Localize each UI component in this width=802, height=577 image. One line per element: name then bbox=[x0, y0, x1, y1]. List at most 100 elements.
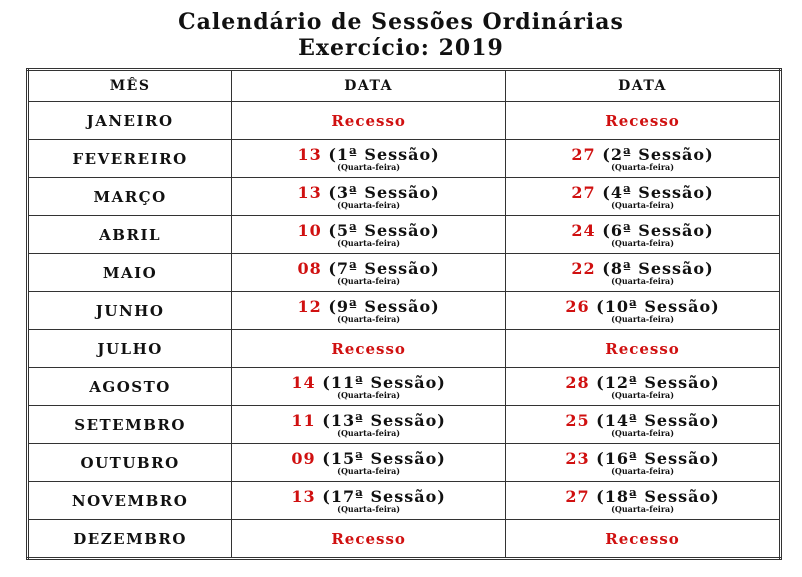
session-number: (11ª Sessão) bbox=[315, 372, 446, 392]
session-number: (12ª Sessão) bbox=[589, 372, 720, 392]
header-date-1: DATA bbox=[231, 69, 507, 102]
weekday-label: (Quarta-feira) bbox=[337, 389, 401, 400]
session-number: (1ª Sessão) bbox=[321, 144, 440, 164]
session-day: 22 bbox=[571, 258, 596, 278]
recess-label: Recesso bbox=[331, 530, 406, 548]
month-cell: AGOSTO bbox=[26, 367, 233, 406]
date-cell: 13 (1ª Sessão) (Quarta-feira) bbox=[231, 139, 507, 178]
weekday-label: (Quarta-feira) bbox=[337, 313, 401, 324]
weekday-label: (Quarta-feira) bbox=[337, 465, 401, 476]
date-cell: 27 (2ª Sessão) (Quarta-feira) bbox=[505, 139, 781, 178]
recess-label: Recesso bbox=[331, 340, 406, 358]
month-cell: JANEIRO bbox=[26, 101, 233, 140]
date-cell: Recesso bbox=[231, 519, 507, 559]
session-number: (13ª Sessão) bbox=[315, 410, 446, 430]
session-number: (17ª Sessão) bbox=[315, 486, 446, 506]
header-row: MÊS DATA DATA bbox=[26, 69, 781, 102]
recess-label: Recesso bbox=[605, 340, 680, 358]
session-number: (9ª Sessão) bbox=[321, 296, 440, 316]
weekday-label: (Quarta-feira) bbox=[337, 199, 401, 210]
date-cell: 22 (8ª Sessão) (Quarta-feira) bbox=[505, 253, 781, 292]
session-number: (15ª Sessão) bbox=[315, 448, 446, 468]
title-line-1: Calendário de Sessões Ordinárias bbox=[178, 9, 624, 35]
weekday-label: (Quarta-feira) bbox=[611, 199, 674, 210]
session-day: 08 bbox=[297, 258, 322, 278]
date-cell: 09 (15ª Sessão) (Quarta-feira) bbox=[231, 443, 507, 482]
month-cell: OUTUBRO bbox=[26, 443, 233, 482]
month-cell: SETEMBRO bbox=[26, 405, 233, 444]
date-cell: 14 (11ª Sessão) (Quarta-feira) bbox=[231, 367, 507, 406]
month-cell: MAIO bbox=[26, 253, 233, 292]
weekday-label: (Quarta-feira) bbox=[611, 237, 674, 248]
title-line-2: Exercício: 2019 bbox=[298, 35, 504, 61]
weekday-label: (Quarta-feira) bbox=[611, 313, 674, 324]
table-row: SETEMBRO 11 (13ª Sessão) (Quarta-feira) 25 … bbox=[26, 405, 781, 444]
date-cell: 10 (5ª Sessão) (Quarta-feira) bbox=[231, 215, 507, 254]
weekday-label: (Quarta-feira) bbox=[611, 389, 674, 400]
table-row: JANEIRO Recesso Recesso bbox=[26, 101, 781, 140]
month-cell: DEZEMBRO bbox=[26, 519, 233, 559]
session-number: (18ª Sessão) bbox=[589, 486, 720, 506]
recess-label: Recesso bbox=[605, 530, 680, 548]
date-cell: 27 (4ª Sessão) (Quarta-feira) bbox=[505, 177, 781, 216]
table-row: MAIO 08 (7ª Sessão) (Quarta-feira) 22 (8ª S… bbox=[26, 253, 781, 292]
table-row: JUNHO 12 (9ª Sessão) (Quarta-feira) 26 (10ª… bbox=[26, 291, 781, 330]
session-day: 13 bbox=[291, 486, 316, 506]
session-day: 09 bbox=[291, 448, 316, 468]
table-row: NOVEMBRO 13 (17ª Sessão) (Quarta-feira) 27 … bbox=[26, 481, 781, 520]
session-number: (8ª Sessão) bbox=[595, 258, 714, 278]
session-day: 10 bbox=[297, 220, 322, 240]
session-day: 23 bbox=[565, 448, 590, 468]
weekday-label: (Quarta-feira) bbox=[611, 503, 674, 514]
header-date-2: DATA bbox=[505, 69, 781, 102]
session-number: (14ª Sessão) bbox=[589, 410, 720, 430]
session-number: (2ª Sessão) bbox=[595, 144, 714, 164]
month-cell: NOVEMBRO bbox=[26, 481, 233, 520]
month-cell: JULHO bbox=[26, 329, 233, 368]
table-row: ABRIL 10 (5ª Sessão) (Quarta-feira) 24 (6ª … bbox=[26, 215, 781, 254]
weekday-label: (Quarta-feira) bbox=[337, 427, 401, 438]
date-cell: 13 (17ª Sessão) (Quarta-feira) bbox=[231, 481, 507, 520]
month-cell: JUNHO bbox=[26, 291, 233, 330]
date-cell: 24 (6ª Sessão) (Quarta-feira) bbox=[505, 215, 781, 254]
date-cell: 27 (18ª Sessão) (Quarta-feira) bbox=[505, 481, 781, 520]
weekday-label: (Quarta-feira) bbox=[337, 161, 401, 172]
date-cell: Recesso bbox=[505, 329, 781, 368]
date-cell: Recesso bbox=[505, 519, 781, 559]
recess-label: Recesso bbox=[605, 112, 680, 130]
table-row: JULHO Recesso Recesso bbox=[26, 329, 781, 368]
date-cell: 25 (14ª Sessão) (Quarta-feira) bbox=[505, 405, 781, 444]
date-cell: 26 (10ª Sessão) (Quarta-feira) bbox=[505, 291, 781, 330]
session-number: (16ª Sessão) bbox=[589, 448, 720, 468]
date-cell: Recesso bbox=[231, 101, 507, 140]
weekday-label: (Quarta-feira) bbox=[337, 237, 401, 248]
date-cell: 13 (3ª Sessão) (Quarta-feira) bbox=[231, 177, 507, 216]
session-day: 27 bbox=[571, 144, 596, 164]
session-day: 26 bbox=[565, 296, 590, 316]
table-row: AGOSTO 14 (11ª Sessão) (Quarta-feira) 28 (1… bbox=[26, 367, 781, 406]
session-number: (4ª Sessão) bbox=[595, 182, 714, 202]
session-number: (7ª Sessão) bbox=[321, 258, 440, 278]
session-day: 12 bbox=[297, 296, 322, 316]
session-number: (3ª Sessão) bbox=[321, 182, 440, 202]
weekday-label: (Quarta-feira) bbox=[611, 161, 674, 172]
session-day: 13 bbox=[297, 182, 322, 202]
weekday-label: (Quarta-feira) bbox=[337, 503, 401, 514]
session-day: 27 bbox=[571, 182, 596, 202]
weekday-label: (Quarta-feira) bbox=[611, 275, 674, 286]
date-cell: 12 (9ª Sessão) (Quarta-feira) bbox=[231, 291, 507, 330]
date-cell: 11 (13ª Sessão) (Quarta-feira) bbox=[231, 405, 507, 444]
session-number: (6ª Sessão) bbox=[595, 220, 714, 240]
header-month: MÊS bbox=[26, 69, 233, 102]
session-day: 13 bbox=[297, 144, 322, 164]
weekday-label: (Quarta-feira) bbox=[337, 275, 401, 286]
date-cell: Recesso bbox=[231, 329, 507, 368]
recess-label: Recesso bbox=[331, 112, 406, 130]
weekday-label: (Quarta-feira) bbox=[611, 427, 674, 438]
session-number: (10ª Sessão) bbox=[589, 296, 720, 316]
date-cell: 08 (7ª Sessão) (Quarta-feira) bbox=[231, 253, 507, 292]
table-row: OUTUBRO 09 (15ª Sessão) (Quarta-feira) 23 (… bbox=[26, 443, 781, 482]
table-row: MARÇO 13 (3ª Sessão) (Quarta-feira) 27 (4ª … bbox=[26, 177, 781, 216]
month-cell: MARÇO bbox=[26, 177, 233, 216]
sessions-calendar-table: MÊS DATA DATA JANEIRO Recesso Recesso FEVER… bbox=[26, 68, 782, 560]
